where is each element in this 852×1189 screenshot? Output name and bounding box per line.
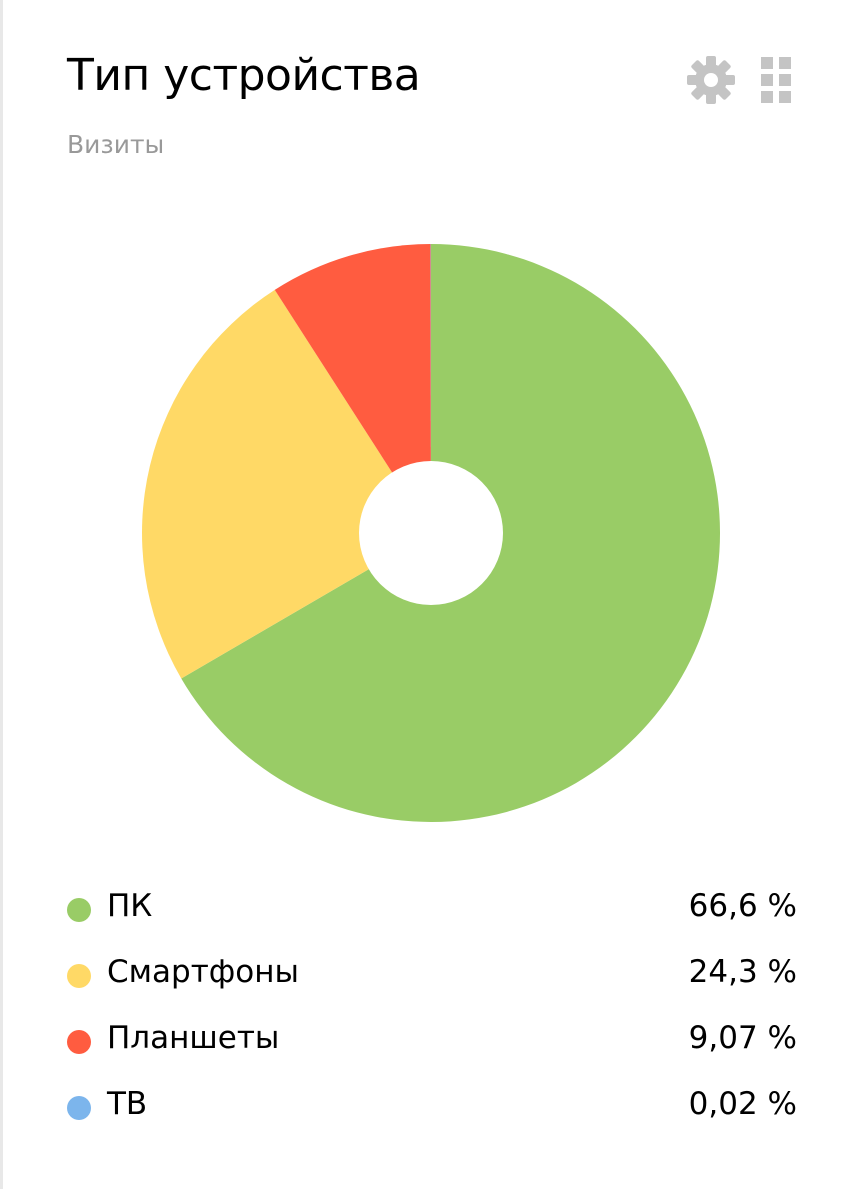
legend-value: 0,02 % [688,1086,797,1122]
widget-title: Тип устройства [67,50,421,101]
grid-icon [761,57,791,103]
legend-label: Планшеты [107,1020,280,1056]
legend-label: Смартфоны [107,954,299,990]
grid-handle-button[interactable] [755,54,807,106]
widget-subtitle: Визиты [67,130,165,159]
legend-marker [67,898,91,922]
legend-value: 9,07 % [688,1020,797,1056]
legend-marker [67,1030,91,1054]
legend-item[interactable]: Смартфоны 24,3 % [67,940,797,1006]
slice-2[interactable] [142,289,431,679]
legend-marker [67,1096,91,1120]
legend-item[interactable]: ПК 66,6 % [67,874,797,940]
legend-item[interactable]: Планшеты 9,07 % [67,1006,797,1072]
legend-label: ТВ [107,1086,148,1122]
donut-chart [142,243,721,822]
legend-value: 66,6 % [688,888,797,924]
settings-button[interactable] [685,54,737,106]
legend-label: ПК [107,888,153,924]
chart-legend: ПК 66,6 % Смартфоны 24,3 % Планшеты 9,07 % ТВ 0… [67,874,797,1138]
legend-item[interactable]: ТВ 0,02 % [67,1072,797,1138]
legend-marker [67,964,91,988]
slice-3[interactable] [274,244,431,533]
legend-value: 24,3 % [688,954,797,990]
gear-icon [687,56,735,104]
donut-hole [359,461,503,605]
